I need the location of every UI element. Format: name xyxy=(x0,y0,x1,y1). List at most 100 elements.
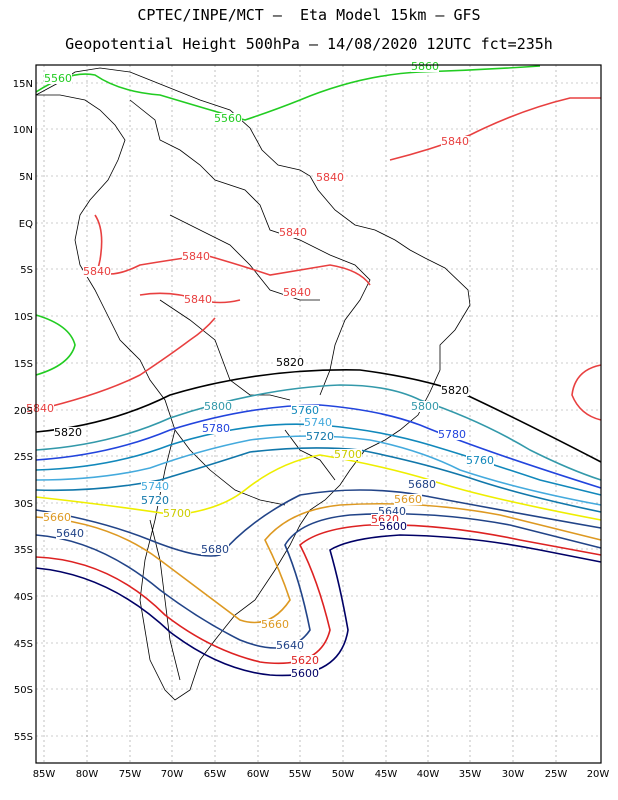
contour-5840-sw xyxy=(35,317,216,411)
contour-label-background xyxy=(378,506,406,517)
contour-label-background xyxy=(43,512,71,523)
contour-label-background xyxy=(204,401,232,412)
contour-5700 xyxy=(35,454,602,521)
contour-label: 5600 xyxy=(291,667,319,680)
contour-label: 5820 xyxy=(54,426,82,439)
contour-label-background xyxy=(291,668,319,679)
contour-label: 5840 xyxy=(26,402,54,415)
contour-label: 5760 xyxy=(291,404,319,417)
contour-label: 5560 xyxy=(214,112,242,125)
contour-label-background xyxy=(379,521,407,532)
contour-label-background xyxy=(371,514,399,525)
contour-5840-er xyxy=(571,364,602,421)
contour-label: 5700 xyxy=(163,507,191,520)
contour-5600 xyxy=(35,534,602,677)
contour-label: 5560 xyxy=(44,72,72,85)
contour-label: 5760 xyxy=(466,454,494,467)
lat-tick-label: 20S xyxy=(14,406,33,417)
contour-5780 xyxy=(35,404,602,489)
contour-5800 xyxy=(35,384,602,481)
contour-5640 xyxy=(35,512,602,649)
contour-label-background xyxy=(441,136,469,147)
contour-label: 5780 xyxy=(438,428,466,441)
lon-tick-label: 65W xyxy=(204,769,227,780)
lat-tick-label: 30S xyxy=(14,499,33,510)
lat-tick-label: 45S xyxy=(14,639,33,650)
latitude-tick-labels: 15N 10N 5N EQ 5S 10S 15S 20S 25S 30S 35S 40S 45S 50S 5… xyxy=(13,79,33,743)
contour-5720 xyxy=(35,447,602,513)
contour-labels: 5560 5860 5560 5840 5840 5840 5840 5840 5840 5840… xyxy=(26,60,494,680)
contour-label-background xyxy=(411,61,439,72)
longitude-tick-labels: 85W 80W 75W 70W 65W 60W 55W 50W 45W 40W 35W 30W 25W 2… xyxy=(33,769,610,780)
contour-5660 xyxy=(35,502,602,624)
contour-label-background xyxy=(276,640,304,651)
contour-label: 5840 xyxy=(316,171,344,184)
contour-label-background xyxy=(306,431,334,442)
coastlines-and-borders xyxy=(35,67,471,701)
contour-label-background xyxy=(44,73,72,84)
contour-label: 5860 xyxy=(411,60,439,73)
contour-label: 5840 xyxy=(283,286,311,299)
contour-label: 5820 xyxy=(441,384,469,397)
lat-tick-label: 5N xyxy=(19,172,33,183)
contour-label-background xyxy=(56,528,84,539)
contour-label: 5640 xyxy=(56,527,84,540)
contour-label: 5680 xyxy=(408,478,436,491)
lat-tick-label: 5S xyxy=(20,265,33,276)
lon-tick-label: 50W xyxy=(332,769,355,780)
contour-label: 5840 xyxy=(441,135,469,148)
contour-label-background xyxy=(202,423,230,434)
lat-tick-label: 55S xyxy=(14,732,33,743)
contour-label-background xyxy=(408,479,436,490)
contour-label-background xyxy=(184,294,212,305)
lat-tick-label: 15S xyxy=(14,359,33,370)
contour-label: 5780 xyxy=(202,422,230,435)
contour-label: 5820 xyxy=(276,356,304,369)
contour-label-background xyxy=(304,417,332,428)
contour-label-background xyxy=(438,429,466,440)
contour-label: 5840 xyxy=(83,265,111,278)
contour-label-background xyxy=(141,481,169,492)
contour-label: 5740 xyxy=(141,480,169,493)
contour-label: 5660 xyxy=(43,511,71,524)
contour-label-background xyxy=(163,508,191,519)
contour-label: 5800 xyxy=(411,400,439,413)
lon-tick-label: 35W xyxy=(459,769,482,780)
lon-tick-label: 55W xyxy=(289,769,312,780)
lon-tick-label: 85W xyxy=(33,769,56,780)
lat-tick-label: 35S xyxy=(14,545,33,556)
contour-label-background xyxy=(334,449,362,460)
contour-label-background xyxy=(83,266,111,277)
contour-5820 xyxy=(35,369,602,463)
contour-label-background xyxy=(466,455,494,466)
contour-label-background xyxy=(201,544,229,555)
contour-label: 5740 xyxy=(304,416,332,429)
contour-label-background xyxy=(316,172,344,183)
contour-5840-east xyxy=(389,97,601,161)
contour-5840-central xyxy=(94,254,371,286)
map-frame xyxy=(35,64,602,764)
contour-label-background xyxy=(411,401,439,412)
contour-label-background xyxy=(291,655,319,666)
lon-tick-label: 60W xyxy=(247,769,270,780)
contour-label-background xyxy=(291,405,319,416)
contour-label-background xyxy=(394,494,422,505)
contour-label-background xyxy=(283,287,311,298)
lat-tick-label: 25S xyxy=(14,452,33,463)
contour-label: 5720 xyxy=(141,494,169,507)
contour-label-background xyxy=(276,357,304,368)
contour-label-background xyxy=(182,251,210,262)
contour-label: 5840 xyxy=(279,226,307,239)
contour-5680 xyxy=(35,489,602,557)
contour-label: 5600 xyxy=(379,520,407,533)
contour-label-background xyxy=(141,495,169,506)
chart-title-line2: Geopotential Height 500hPa – 14/08/2020 … xyxy=(65,35,553,53)
contour-label: 5840 xyxy=(184,293,212,306)
contour-label: 5680 xyxy=(201,543,229,556)
lon-tick-label: 75W xyxy=(119,769,142,780)
lon-tick-label: 45W xyxy=(375,769,398,780)
lat-tick-label: 10S xyxy=(14,312,33,323)
contour-label: 5800 xyxy=(204,400,232,413)
contour-label-background xyxy=(261,619,289,630)
